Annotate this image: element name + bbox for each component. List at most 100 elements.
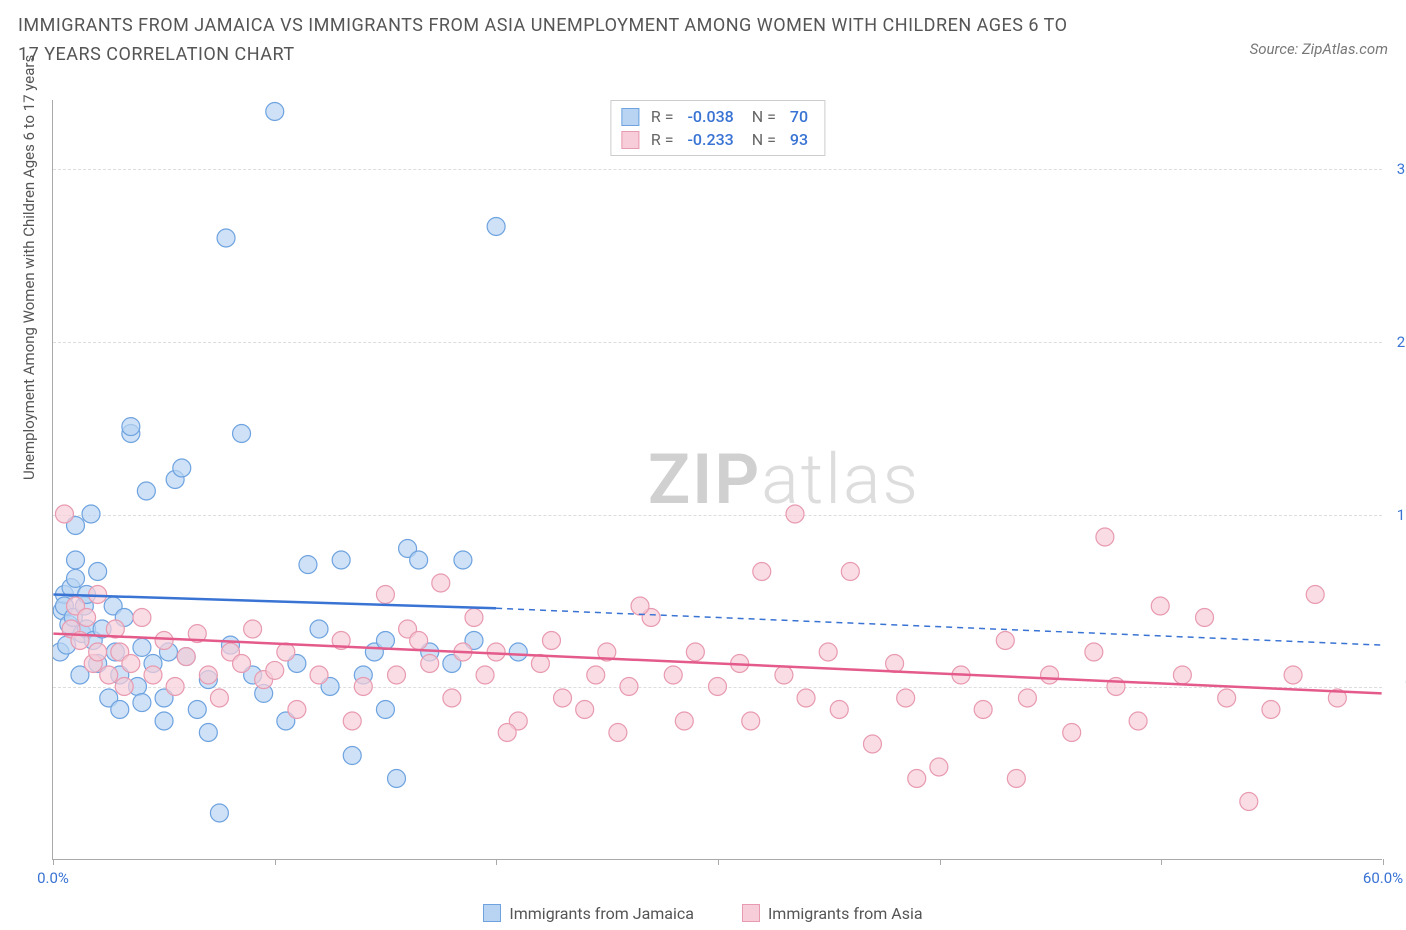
legend-stats-box: R = -0.038 N = 70 R = -0.233 N = 93	[610, 100, 825, 156]
data-point	[1218, 689, 1236, 707]
data-point	[421, 655, 439, 673]
data-point	[863, 735, 881, 753]
data-point	[753, 563, 771, 581]
data-point	[166, 678, 184, 696]
data-point	[376, 632, 394, 650]
data-point	[1085, 643, 1103, 661]
data-point	[487, 218, 505, 236]
data-point	[1196, 609, 1214, 627]
legend-item: Immigrants from Jamaica	[483, 904, 694, 923]
x-tick	[940, 859, 941, 865]
stat-r-label: R =	[651, 107, 674, 126]
data-point	[897, 689, 915, 707]
data-point	[1173, 666, 1191, 684]
data-point	[210, 804, 228, 822]
data-point	[217, 229, 235, 247]
data-point	[376, 586, 394, 604]
data-point	[587, 666, 605, 684]
data-point	[1306, 586, 1324, 604]
data-point	[1018, 689, 1036, 707]
data-point	[115, 678, 133, 696]
legend-bottom: Immigrants from Jamaica Immigrants from …	[0, 904, 1406, 927]
stat-n-label: N =	[752, 130, 776, 149]
data-point	[1240, 793, 1258, 811]
data-point	[388, 770, 406, 788]
trend-line-extrapolated	[496, 608, 1382, 645]
data-point	[443, 689, 461, 707]
data-point	[155, 712, 173, 730]
x-tick	[718, 859, 719, 865]
stat-r-value: -0.038	[687, 107, 733, 126]
data-point	[487, 643, 505, 661]
data-point	[542, 632, 560, 650]
data-point	[343, 747, 361, 765]
data-point	[155, 632, 173, 650]
data-point	[233, 655, 251, 673]
data-point	[664, 666, 682, 684]
y-tick-label: 15.0%	[1397, 506, 1406, 524]
legend-stats-row: R = -0.233 N = 93	[621, 128, 814, 151]
x-tick	[1383, 859, 1384, 865]
chart-header: IMMIGRANTS FROM JAMAICA VS IMMIGRANTS FR…	[18, 12, 1388, 70]
data-point	[1262, 701, 1280, 719]
data-point	[742, 712, 760, 730]
data-point	[432, 574, 450, 592]
stat-n-value: 93	[790, 130, 808, 149]
data-point	[266, 103, 284, 121]
legend-label: Immigrants from Asia	[768, 904, 923, 923]
x-tick-label: 60.0%	[1363, 869, 1403, 887]
data-point	[465, 609, 483, 627]
data-point	[122, 655, 140, 673]
legend-stats-row: R = -0.038 N = 70	[621, 105, 814, 128]
swatch-icon	[621, 108, 639, 126]
data-point	[133, 638, 151, 656]
data-point	[498, 724, 516, 742]
x-tick	[275, 859, 276, 865]
data-point	[89, 643, 107, 661]
data-point	[1007, 770, 1025, 788]
data-point	[343, 712, 361, 730]
data-point	[1063, 724, 1081, 742]
data-point	[199, 666, 217, 684]
data-point	[310, 620, 328, 638]
data-point	[775, 666, 793, 684]
x-tick	[53, 859, 54, 865]
data-point	[266, 661, 284, 679]
data-point	[410, 551, 428, 569]
data-point	[388, 666, 406, 684]
data-point	[82, 505, 100, 523]
data-point	[609, 724, 627, 742]
y-tick-label: 30.0%	[1397, 160, 1406, 178]
data-point	[55, 505, 73, 523]
data-point	[841, 563, 859, 581]
data-point	[111, 701, 129, 719]
data-point	[177, 648, 195, 666]
data-point	[554, 689, 572, 707]
stat-n-value: 70	[790, 107, 808, 126]
data-point	[797, 689, 815, 707]
data-point	[1096, 528, 1114, 546]
legend-item: Immigrants from Asia	[742, 904, 923, 923]
swatch-icon	[483, 904, 501, 922]
data-point	[277, 643, 295, 661]
data-point	[67, 551, 85, 569]
data-point	[686, 643, 704, 661]
swatch-icon	[742, 904, 760, 922]
data-point	[310, 666, 328, 684]
data-point	[620, 678, 638, 696]
data-point	[1129, 712, 1147, 730]
data-point	[89, 563, 107, 581]
data-point	[173, 459, 191, 477]
stat-r-value: -0.233	[687, 130, 733, 149]
data-point	[631, 597, 649, 615]
data-point	[332, 551, 350, 569]
data-point	[210, 689, 228, 707]
data-point	[288, 701, 306, 719]
data-point	[67, 569, 85, 587]
data-point	[133, 609, 151, 627]
x-tick-label: 0.0%	[37, 869, 69, 887]
data-point	[930, 758, 948, 776]
data-point	[244, 620, 262, 638]
data-point	[454, 551, 472, 569]
x-tick	[496, 859, 497, 865]
